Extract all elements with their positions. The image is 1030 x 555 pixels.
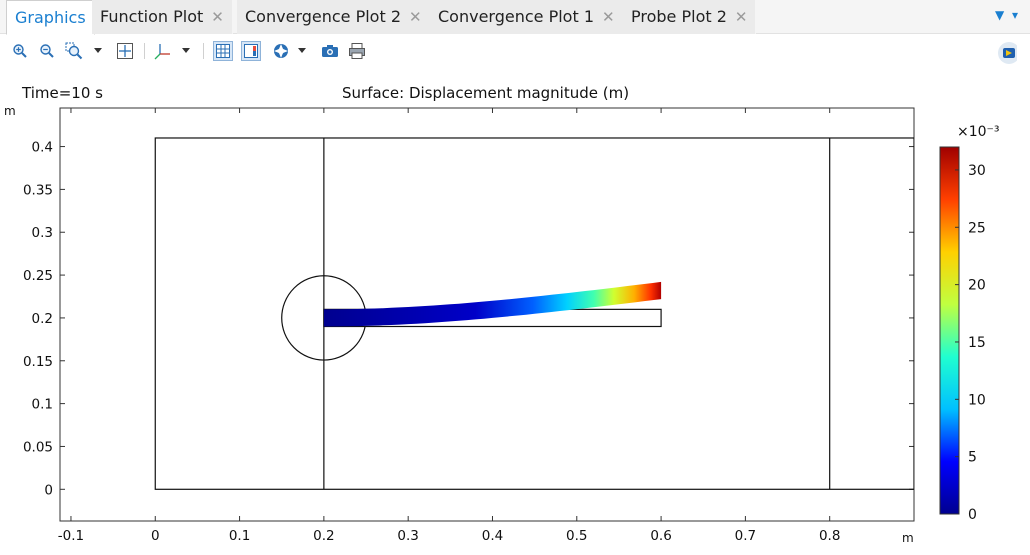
tab-label: Convergence Plot 1	[438, 7, 594, 26]
y-tick-label: 0.35	[23, 182, 53, 198]
geometry	[154, 137, 914, 490]
colorbar-exponent: ×10⁻³	[957, 124, 1000, 140]
axis-orientation-icon[interactable]	[153, 41, 173, 61]
x-tick-label: 0.3	[397, 528, 418, 544]
y-axis-unit: m	[4, 104, 16, 118]
fluid-domain-boundary	[154, 137, 914, 490]
x-tick-label: 0.6	[650, 528, 671, 544]
colorbar-tick-label: 20	[968, 278, 986, 294]
time-label: Time=10 s	[21, 84, 103, 102]
show-grid-icon[interactable]	[213, 41, 233, 61]
x-tick-label: 0	[151, 528, 160, 544]
zoom-out-icon[interactable]	[37, 41, 57, 61]
tab-label: Function Plot	[100, 7, 204, 26]
tab-list-dropdown-icon[interactable]: ▼	[995, 8, 1005, 22]
zoom-extents-icon[interactable]	[115, 41, 135, 61]
x-tick-label: 0.2	[313, 528, 334, 544]
tab-convergence-plot-1[interactable]: Convergence Plot 1 ✕	[430, 0, 624, 34]
close-icon[interactable]: ✕	[409, 8, 422, 26]
plot-title: Surface: Displacement magnitude (m)	[342, 84, 629, 102]
graphics-plot: Time=10 s Surface: Displacement magnitud…	[4, 84, 1000, 545]
y-tick-label: 0.3	[32, 225, 53, 241]
comsol-logo-icon	[997, 42, 1017, 64]
zoom-box-icon[interactable]	[64, 41, 84, 61]
tab-function-plot[interactable]: Function Plot ✕	[92, 0, 233, 34]
colorbar-tick-label: 30	[968, 163, 986, 179]
close-icon[interactable]: ✕	[602, 8, 615, 26]
screenshot-icon[interactable]	[320, 41, 340, 61]
chevron-down-icon[interactable]	[298, 48, 306, 53]
chevron-down-icon[interactable]	[182, 48, 190, 53]
tab-convergence-plot-2[interactable]: Convergence Plot 2 ✕	[237, 0, 431, 34]
tab-label: Probe Plot 2	[631, 7, 727, 26]
x-axis-ticks: -0.1 0 0.1 0.2 0.3 0.4 0.5 0.6 0.7 0.8	[58, 108, 840, 544]
tab-label: Graphics	[15, 8, 86, 27]
colorbar-tick-label: 0	[968, 507, 977, 523]
beam-deformed-surface	[323, 281, 662, 327]
colorbar-tick-label: 25	[968, 220, 986, 236]
x-tick-label: 0.5	[566, 528, 587, 544]
x-tick-label: -0.1	[58, 528, 84, 544]
graphics-toolbar	[0, 35, 1030, 67]
toolbar-separator	[144, 43, 145, 59]
y-tick-label: 0	[44, 482, 53, 498]
color-table-icon[interactable]	[271, 41, 291, 61]
toolbar-separator	[203, 43, 204, 59]
y-tick-label: 0.1	[32, 397, 53, 413]
colorbar-tick-label: 5	[968, 450, 977, 466]
y-tick-label: 0.05	[23, 439, 53, 455]
close-icon[interactable]: ✕	[734, 8, 748, 26]
x-tick-label: 0.7	[735, 528, 756, 544]
colorbar-ticks: 0 5 10 15 20 25 30	[955, 163, 986, 523]
y-tick-label: 0.15	[23, 354, 53, 370]
y-axis-ticks: 0 0.05 0.1 0.15 0.2 0.25 0.3 0.35 0.4	[23, 140, 914, 498]
tab-bar: Graphics Function Plot ✕ Convergence Plot…	[0, 0, 1030, 35]
x-tick-label: 0.1	[229, 528, 250, 544]
tab-label: Convergence Plot 2	[245, 7, 401, 26]
colorbar-tick-label: 15	[968, 335, 986, 351]
zoom-in-icon[interactable]	[10, 41, 30, 61]
y-tick-label: 0.2	[32, 311, 53, 327]
x-axis-unit: m	[902, 531, 914, 545]
tab-graphics[interactable]: Graphics	[6, 0, 95, 35]
tab-maximize-icon[interactable]: ▾	[1012, 8, 1019, 22]
y-tick-label: 0.25	[23, 268, 53, 284]
colorbar	[939, 146, 960, 515]
x-tick-label: 0.8	[819, 528, 840, 544]
y-tick-label: 0.4	[32, 140, 53, 156]
colorbar-tick-label: 10	[968, 392, 986, 408]
chevron-down-icon[interactable]	[94, 48, 102, 53]
print-icon[interactable]	[347, 41, 367, 61]
close-icon[interactable]: ✕	[211, 8, 224, 26]
x-tick-label: 0.4	[482, 528, 503, 544]
tab-probe-plot-2[interactable]: Probe Plot 2 ✕	[623, 0, 757, 34]
show-legend-icon[interactable]	[241, 41, 261, 61]
